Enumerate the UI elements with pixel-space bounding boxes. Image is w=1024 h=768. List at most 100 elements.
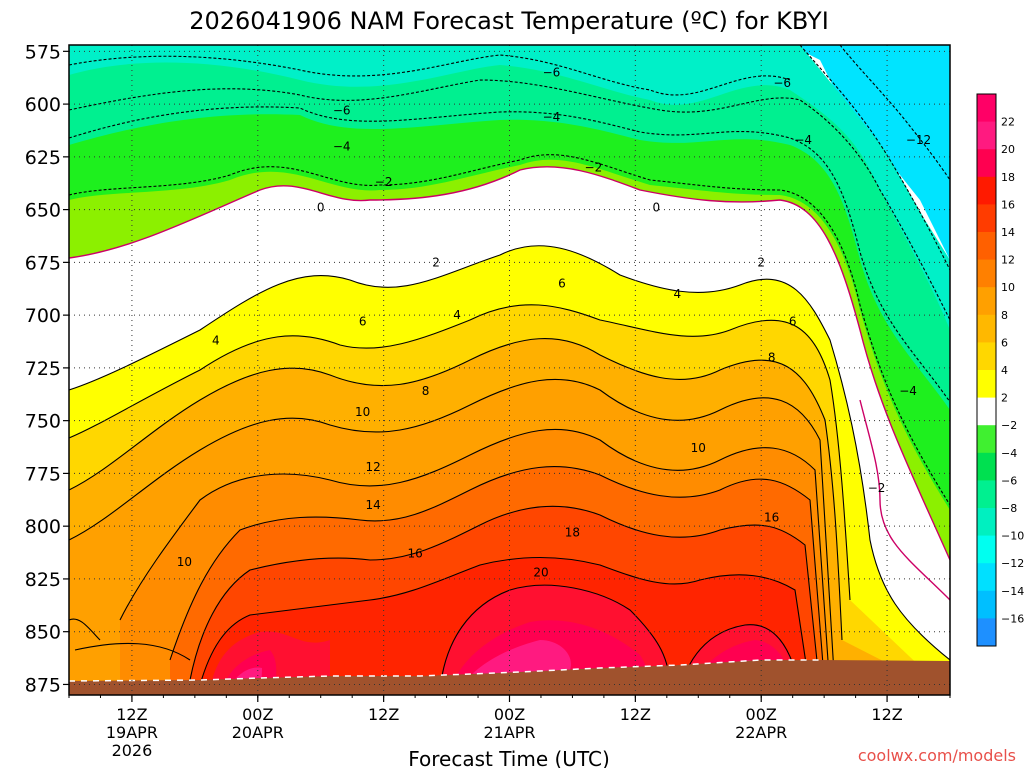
x-tick-label: 00Z [494,705,525,724]
colorbar-swatch [977,176,996,205]
colorbar-label: −4 [1001,447,1017,460]
colorbar-label: −10 [1001,530,1024,543]
colorbar-label: 14 [1001,226,1015,239]
colorbar-label: 22 [1001,116,1015,129]
colorbar-swatch [977,314,996,343]
colorbar-swatch [977,397,996,426]
x-tick-date: 22APR [735,723,787,742]
contour-label: −12 [906,133,931,147]
x-tick-year: 2026 [112,741,153,760]
colorbar-swatch [977,94,996,123]
contour-label: 4 [212,333,220,347]
colorbar-label: −12 [1001,557,1024,570]
y-tick-label: 750 [25,411,61,433]
chart-title: 2026041906 NAM Forecast Temperature (ºC)… [189,7,829,35]
band-plus-22 [228,640,761,690]
colorbar-label: 12 [1001,254,1015,267]
x-tick-label: 12Z [368,705,399,724]
y-tick-label: 825 [25,569,61,591]
colorbar-swatch [977,618,996,647]
contour-label: −4 [543,110,561,124]
colorbar-swatch [977,121,996,150]
colorbar-swatch [977,563,996,592]
colorbar-label: −6 [1001,474,1017,487]
y-axis: 575 600 625 650 675 700 725 750 775 800 825 850 875 [25,41,69,696]
colorbar-swatch [977,480,996,509]
colorbar-label: 20 [1001,143,1015,156]
colorbar-swatch [977,149,996,178]
x-tick-date: 21APR [483,723,535,742]
contour-label: −6 [773,76,791,90]
contour-lines [69,45,950,691]
contour-label: 18 [565,526,580,540]
contour-label: 12 [366,460,381,474]
plot-area: −6 −6 −6 −4 −4 −4 −2 −2 0 0 2 2 4 4 4 6 6 6 8 8 10 10 10 12 14 16… [69,45,950,695]
contour-label: 2 [757,255,765,269]
contour-label: −6 [543,65,561,79]
y-tick-label: 625 [25,147,61,169]
contour-label: 10 [177,555,192,569]
gridlines [69,45,950,695]
colorbar-frame [976,93,997,647]
x-tick-label: 12Z [116,705,147,724]
colorbar-swatch [977,259,996,288]
contour-label: 16 [764,511,779,525]
colorbar-swatch [977,232,996,261]
y-tick-label: 725 [25,358,61,380]
contour-label: 8 [422,384,430,398]
y-tick-label: 700 [25,305,61,327]
x-tick-label: 12Z [620,705,651,724]
colorbar-label: 18 [1001,171,1015,184]
contour-label: −2 [868,481,886,495]
contour-labels: −6 −6 −6 −4 −4 −4 −2 −2 0 0 2 2 4 4 4 6 6 6 8 8 10 10 10 12 14 16… [177,65,931,579]
x-tick-label: 00Z [746,705,777,724]
x-axis-label: Forecast Time (UTC) [408,747,610,768]
y-tick-label: 875 [25,674,61,696]
contour-label: 10 [355,405,370,419]
colorbar-label: 10 [1001,281,1015,294]
y-tick-label: 575 [25,41,61,63]
contour-label: 6 [558,276,566,290]
colorbar-swatch [977,452,996,481]
colorbar-label: −2 [1001,419,1017,432]
y-tick-label: 675 [25,252,61,274]
y-tick-label: 800 [25,516,61,538]
colorbar-swatch [977,370,996,399]
contour-label: 10 [691,441,706,455]
contour-label: −2 [375,175,393,189]
colorbar: 22 20 18 16 14 12 10 8 6 4 2 −2 −4 −6 −8 −10 −12 −14 −16 [976,93,1024,647]
y-tick-label: 850 [25,622,61,644]
contour-label: 0 [653,201,661,215]
x-tick-date: 19APR [106,723,158,742]
colorbar-swatch [977,508,996,537]
y-tick-label: 650 [25,200,61,222]
contour-label: 0 [317,201,325,215]
colorbar-swatch [977,535,996,564]
colorbar-swatch [977,287,996,316]
contour-label: 6 [359,314,367,328]
x-tick-label: 00Z [242,705,273,724]
y-tick-label: 600 [25,94,61,116]
colorbar-label: 4 [1001,364,1008,377]
colorbar-label: −14 [1001,585,1024,598]
contour-label: −6 [333,103,351,117]
colorbar-label: 6 [1001,336,1008,349]
contour-label: −4 [333,139,351,153]
contour-label: −4 [794,133,812,147]
contour-label: 16 [407,547,422,561]
colorbar-label: 16 [1001,198,1015,211]
colorbar-label: 2 [1001,392,1008,405]
contour-label: 2 [432,255,440,269]
contour-label: 8 [768,350,776,364]
colorbar-swatch [977,425,996,454]
watermark: coolwx.com/models [858,746,1016,765]
colorbar-swatch [977,342,996,371]
colorbar-label: 8 [1001,309,1008,322]
contour-label: 4 [673,287,681,301]
contour-label: −4 [899,384,917,398]
contour-label: 14 [366,498,381,512]
contour-label: 4 [453,308,461,322]
colorbar-swatch [977,590,996,619]
